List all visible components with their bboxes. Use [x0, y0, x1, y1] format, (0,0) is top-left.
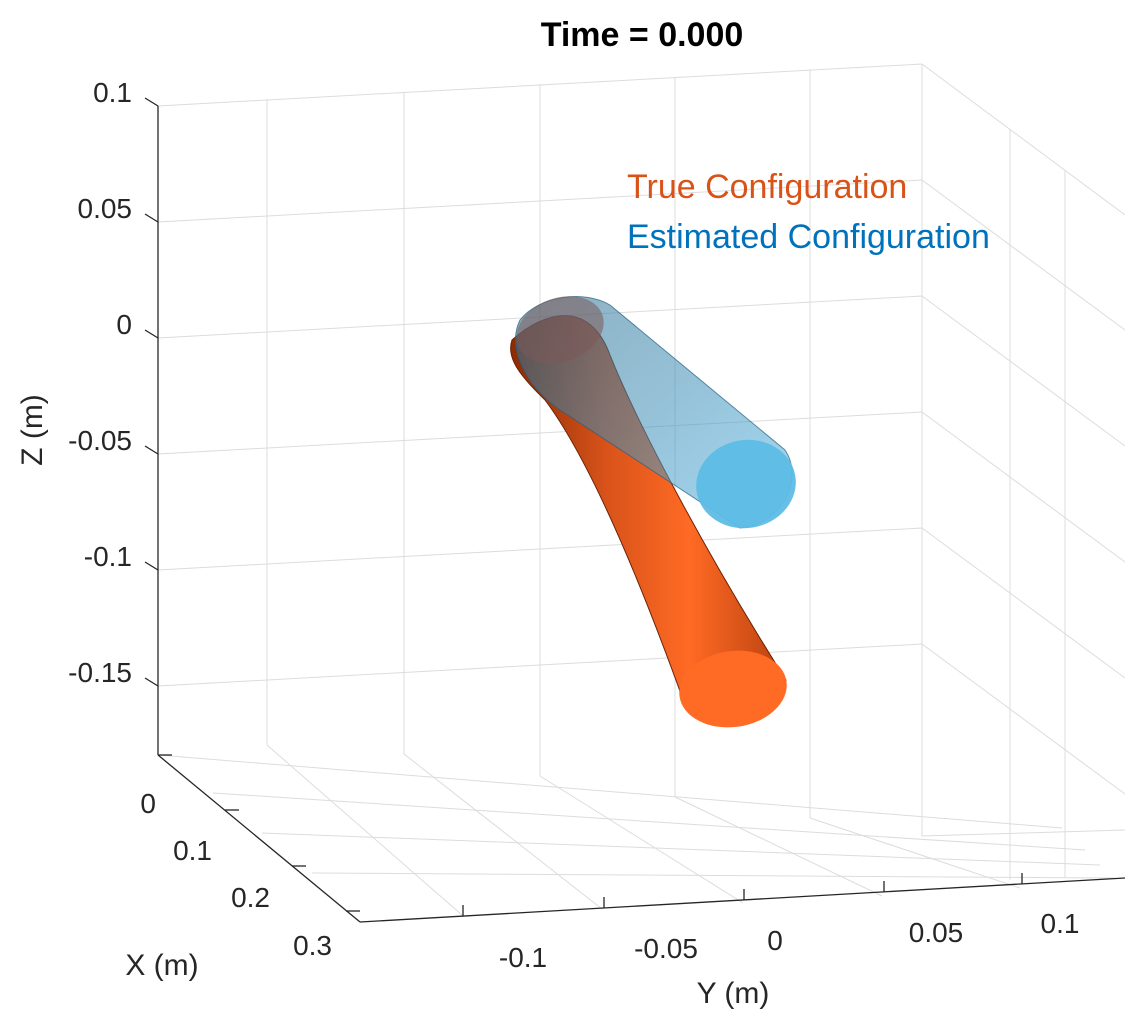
x-tick-label: 0.3: [293, 930, 332, 961]
y-tick-label: 0.05: [909, 917, 964, 948]
y-axis-label: Y (m): [697, 977, 770, 1010]
y-tick-label: 0: [767, 925, 783, 956]
z-tick-labels: 0.1 0.05 0 -0.05 -0.1 -0.15: [68, 77, 132, 688]
y-tick-label: -0.05: [634, 933, 698, 964]
chart-title: Time = 0.000: [541, 16, 744, 54]
z-tick-label: -0.05: [68, 425, 132, 456]
y-tick-label: -0.1: [499, 942, 547, 973]
z-axis-label: Z (m): [16, 394, 49, 466]
axes: [144, 97, 1125, 923]
gridlines: [157, 63, 1125, 916]
legend-entry-estimated-configuration: Estimated Configuration: [627, 218, 990, 256]
x-tick-labels: 0 0.1 0.2 0.3: [140, 788, 332, 961]
estimated-tube-end-cap: [696, 439, 796, 529]
z-tick-label: 0: [116, 309, 132, 340]
x-axis-label: X (m): [125, 949, 198, 982]
y-tick-labels: -0.1 -0.05 0 0.05 0.1: [499, 908, 1080, 973]
legend: True Configuration Estimated Configurati…: [627, 168, 990, 256]
z-tick-label: 0.1: [93, 77, 132, 108]
x-tick-label: 0: [140, 788, 156, 819]
x-tick-label: 0.1: [173, 835, 212, 866]
estimated-tube-start-cap: [516, 296, 604, 364]
z-tick-label: -0.15: [68, 657, 132, 688]
z-tick-label: 0.05: [78, 193, 133, 224]
true-tube-end-cap: [679, 650, 787, 728]
series-estimated-configuration: [515, 296, 796, 529]
z-tick-label: -0.1: [84, 541, 132, 572]
legend-entry-true-configuration: True Configuration: [627, 168, 907, 206]
y-tick-label: 0.1: [1041, 908, 1080, 939]
x-tick-label: 0.2: [231, 882, 270, 913]
